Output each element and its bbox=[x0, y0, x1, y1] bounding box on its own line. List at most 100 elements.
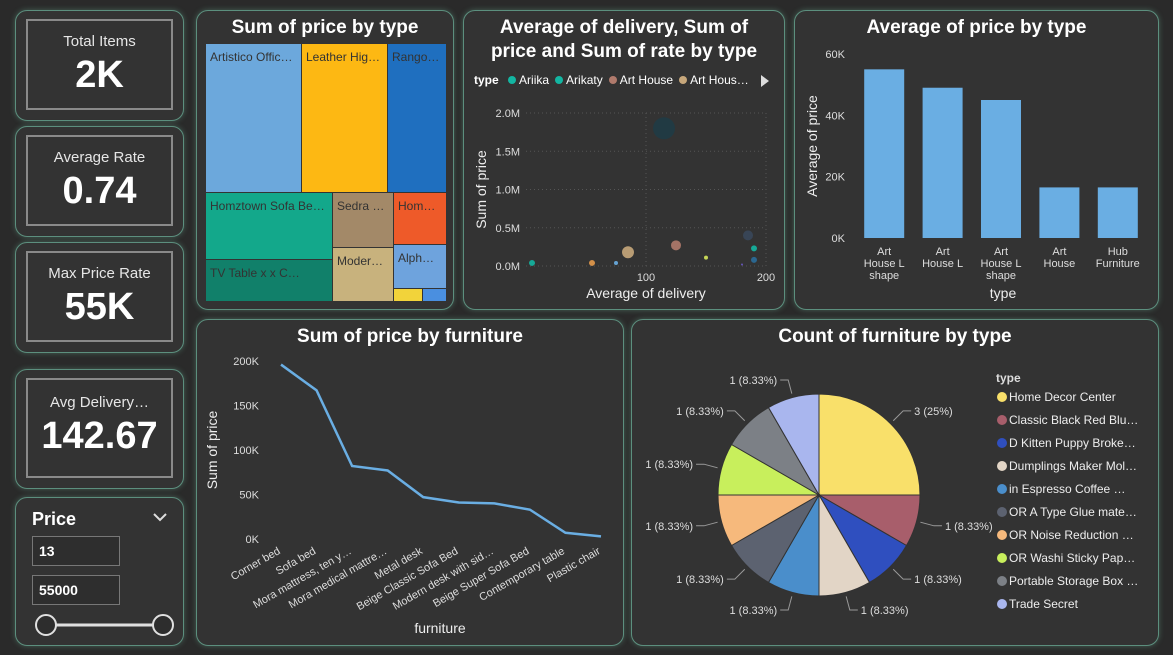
legend-label[interactable]: Classic Black Red Blu… bbox=[1009, 413, 1138, 427]
legend-label[interactable]: Dumplings Maker Mol… bbox=[1009, 459, 1137, 473]
legend-label[interactable]: OR Noise Reduction … bbox=[1009, 528, 1134, 542]
price-slicer[interactable]: Price 13 55000 bbox=[15, 497, 184, 646]
legend-label: Art Hous… bbox=[690, 73, 749, 87]
legend-label[interactable]: OR A Type Glue mate… bbox=[1009, 505, 1137, 519]
scatter-point[interactable] bbox=[653, 117, 675, 140]
slider-handle-max[interactable] bbox=[152, 614, 174, 636]
legend-label[interactable]: OR Washi Sticky Pap… bbox=[1009, 551, 1135, 565]
chart-title-line2: price and Sum of rate by type bbox=[490, 41, 758, 62]
legend-item[interactable]: Ariika bbox=[508, 73, 549, 87]
x-tick-label: 100 bbox=[637, 272, 655, 284]
x-tick-label: Art bbox=[877, 246, 891, 258]
slider-handle-min[interactable] bbox=[35, 614, 57, 636]
kpi-card-max-price-rate[interactable]: Max Price Rate 55K bbox=[15, 242, 184, 353]
kpi-label: Max Price Rate bbox=[48, 265, 151, 282]
legend-label: Ariika bbox=[519, 73, 550, 87]
kpi-value: 0.74 bbox=[62, 170, 137, 212]
scatter-point[interactable] bbox=[751, 256, 757, 263]
chart-title: Average of price by type bbox=[866, 17, 1087, 38]
legend-dot-icon bbox=[997, 392, 1007, 402]
x-tick-label: shape bbox=[986, 270, 1016, 282]
kpi-card-average-rate[interactable]: Average Rate 0.74 bbox=[15, 126, 184, 237]
treemap-tile[interactable]: Homztown Sofa Be… bbox=[206, 193, 332, 259]
y-tick-label: 0K bbox=[832, 233, 846, 245]
legend-item[interactable]: Arikaty bbox=[555, 73, 603, 87]
x-tick-label: 200 bbox=[757, 272, 775, 284]
range-slider[interactable] bbox=[32, 612, 177, 638]
scatter-point[interactable] bbox=[751, 245, 757, 252]
treemap-tile[interactable]: Moder… bbox=[333, 248, 393, 301]
treemap-tile[interactable] bbox=[423, 289, 446, 301]
kpi-label: Average Rate bbox=[53, 149, 146, 166]
y-tick-label: 1.5M bbox=[496, 146, 520, 158]
leader-line bbox=[845, 596, 858, 611]
bar[interactable] bbox=[922, 87, 963, 238]
treemap-card[interactable]: Sum of price by type Artistico Offic… Lea… bbox=[196, 10, 454, 310]
scatter-point[interactable] bbox=[589, 259, 595, 266]
scatter-point[interactable] bbox=[614, 260, 618, 265]
legend-label[interactable]: D Kitten Puppy Broke… bbox=[1009, 436, 1136, 450]
treemap-tile-label: Sedra … bbox=[337, 199, 385, 213]
treemap-tile[interactable]: Hom… bbox=[394, 193, 446, 244]
data-label: 1 (8.33%) bbox=[945, 521, 993, 533]
bar-chart-card[interactable]: Average of price by type 60K 40K 20K 0K Art H… bbox=[794, 10, 1159, 310]
x-tick-label: House L bbox=[864, 258, 905, 270]
y-tick-label: 20K bbox=[825, 172, 845, 184]
bar[interactable] bbox=[981, 100, 1021, 238]
line-series[interactable] bbox=[280, 363, 602, 538]
x-tick-label: House L bbox=[922, 258, 963, 270]
legend: type Ariika Arikaty Art House Art Hous… bbox=[474, 73, 749, 87]
bar[interactable] bbox=[1039, 187, 1080, 238]
scatter-point[interactable] bbox=[529, 259, 535, 266]
treemap-tile[interactable]: Rango… bbox=[388, 44, 446, 192]
legend-label[interactable]: Trade Secret bbox=[1009, 597, 1079, 611]
treemap-tile-label: Artistico Offic… bbox=[210, 50, 293, 64]
kpi-card-total-items[interactable]: Total Items 2K bbox=[15, 10, 184, 121]
kpi-frame: Average Rate 0.74 bbox=[26, 135, 173, 226]
treemap-tile[interactable]: TV Table x x C… bbox=[206, 260, 332, 301]
chart-title: Sum of price by type bbox=[231, 17, 419, 38]
pie-slice[interactable] bbox=[767, 393, 820, 497]
treemap-tile-label: TV Table x x C… bbox=[210, 266, 300, 280]
legend-label[interactable]: in Espresso Coffee … bbox=[1009, 482, 1126, 496]
scatter-point[interactable] bbox=[743, 230, 753, 241]
chevron-down-icon[interactable] bbox=[152, 511, 168, 523]
legend-label[interactable]: Portable Storage Box … bbox=[1009, 574, 1138, 588]
scatter-point[interactable] bbox=[622, 246, 634, 259]
legend-item[interactable]: Art House bbox=[608, 73, 673, 87]
treemap-tile-label: Rango… bbox=[392, 50, 440, 64]
legend-dot-icon bbox=[997, 530, 1007, 540]
legend-item[interactable]: Art Hous… bbox=[679, 73, 749, 87]
slicer-min-input[interactable]: 13 bbox=[32, 536, 120, 566]
pie-slice[interactable] bbox=[818, 393, 921, 496]
x-tick-label: Hub bbox=[1108, 246, 1128, 258]
line-chart-card[interactable]: Sum of price by furniture 200K 150K 100K 50… bbox=[196, 319, 624, 646]
treemap-tile[interactable]: Artistico Offic… bbox=[206, 44, 301, 192]
leader-line bbox=[726, 568, 746, 580]
chart-title-line1: Average of delivery, Sum of bbox=[499, 17, 749, 38]
pie-chart-card[interactable]: Count of furniture by type 3 (25%) 1 (8.3… bbox=[631, 319, 1159, 646]
scatter-point[interactable] bbox=[741, 263, 743, 266]
treemap-tile[interactable] bbox=[394, 289, 422, 301]
legend-next-icon[interactable] bbox=[760, 75, 770, 87]
bar[interactable] bbox=[864, 69, 905, 238]
treemap-tile[interactable]: Alph… bbox=[394, 245, 446, 288]
y-axis-label: Average of price bbox=[804, 95, 820, 197]
slicer-max-input[interactable]: 55000 bbox=[32, 575, 120, 605]
x-tick-label: Art bbox=[936, 246, 950, 258]
data-label: 1 (8.33%) bbox=[729, 375, 777, 387]
legend-dot-icon bbox=[997, 599, 1007, 609]
data-label: 1 (8.33%) bbox=[676, 406, 724, 418]
bar[interactable] bbox=[1097, 187, 1138, 238]
legend-label[interactable]: Home Decor Center bbox=[1009, 390, 1116, 404]
scatter-point[interactable] bbox=[671, 240, 681, 251]
kpi-card-avg-delivery[interactable]: Avg Delivery… 142.67 bbox=[15, 369, 184, 489]
kpi-value: 2K bbox=[75, 54, 124, 96]
kpi-value: 55K bbox=[64, 286, 135, 328]
leader-line bbox=[780, 596, 793, 611]
treemap-tile[interactable]: Sedra … bbox=[333, 193, 393, 247]
scatter-card[interactable]: Average of delivery, Sum of price and Su… bbox=[463, 10, 785, 310]
treemap-tile[interactable]: Leather Hig… bbox=[302, 44, 387, 192]
scatter-point[interactable] bbox=[704, 255, 708, 260]
y-tick-label: 0K bbox=[246, 534, 260, 546]
